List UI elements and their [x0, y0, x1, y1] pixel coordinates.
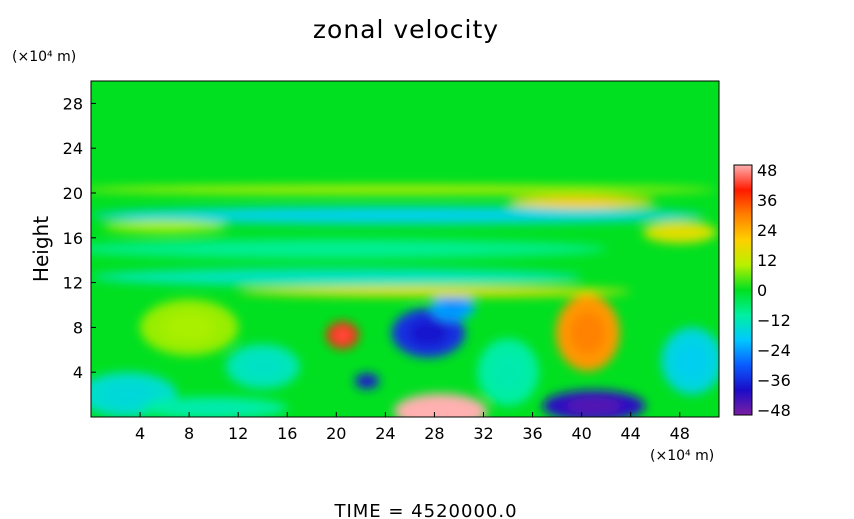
colorbar-tick-label: 48	[757, 161, 777, 180]
y-axis-ticks: 4 8 12 16 20 24 28	[63, 94, 96, 382]
colorbar	[733, 164, 753, 416]
y-tick-label: 20	[63, 184, 83, 203]
x-tick-label: 4	[135, 424, 145, 443]
field-feature-core-1	[360, 376, 374, 386]
field-feature-core-8	[100, 382, 155, 407]
x-tick-label: 44	[621, 424, 641, 443]
x-axis-ticks: 4 8 12 16 20 24 28 32 36 40 44 48	[135, 412, 690, 443]
x-tick-label: 40	[571, 424, 591, 443]
field-features	[91, 185, 719, 417]
field-feature-core-12	[491, 353, 525, 391]
x-tick-label: 16	[277, 424, 297, 443]
field-feature-core-4	[414, 401, 467, 417]
y-tick-label: 16	[63, 229, 83, 248]
field-feature-core-2	[408, 319, 449, 347]
y-tick-label: 4	[73, 363, 83, 382]
colorbar-tick-label: −12	[757, 311, 791, 330]
field-feature-core-10	[675, 342, 709, 380]
x-tick-label: 20	[326, 424, 346, 443]
field-feature-core-3	[440, 299, 465, 315]
x-tick-label: 12	[228, 424, 248, 443]
field-feature-core-16	[541, 198, 623, 206]
time-label: TIME = 4520000.0	[333, 501, 517, 519]
colorbar-tick-label: −24	[757, 341, 791, 360]
x-tick-label: 8	[184, 424, 194, 443]
field-feature-core-19	[659, 226, 700, 239]
field-feature-core-14	[201, 272, 472, 282]
x-tick-label: 32	[473, 424, 493, 443]
x-tick-label: 28	[424, 424, 444, 443]
plot-frame	[90, 80, 720, 418]
field-feature-core-6	[570, 312, 606, 354]
y-tick-label: 28	[63, 94, 83, 113]
colorbar-ticks: 48 36 24 12 0 −12 −24 −36 −48	[757, 161, 791, 420]
colorbar-tick-label: 24	[757, 221, 777, 240]
field-feature-core-13	[228, 210, 567, 221]
colorbar-tick-label: 36	[757, 191, 777, 210]
field-feature-core-11	[242, 354, 283, 379]
colorbar-tick-label: −36	[757, 371, 791, 390]
field-feature-core-15	[187, 243, 485, 255]
field-feature-core-9	[173, 401, 255, 415]
colorbar-tick-label: −48	[757, 401, 791, 420]
chart-title: zonal velocity	[313, 15, 499, 44]
x-tick-label: 36	[522, 424, 542, 443]
field-feature-core-17	[326, 288, 543, 295]
y-axis-unit: (×10⁴ m)	[12, 49, 76, 65]
y-tick-label: 12	[63, 274, 83, 293]
field-feature-core-7	[162, 312, 217, 343]
y-tick-label: 24	[63, 139, 83, 158]
y-axis-label: Height	[29, 216, 53, 282]
x-tick-label: 24	[375, 424, 395, 443]
field-feature-core-18	[222, 187, 574, 193]
x-tick-label: 48	[670, 424, 690, 443]
field-feature-core-5	[565, 397, 623, 415]
field-feature-core-0	[333, 327, 352, 343]
y-tick-label: 8	[73, 318, 83, 337]
x-axis-unit: (×10⁴ m)	[650, 448, 714, 464]
field-feature-core-20	[130, 222, 199, 231]
colorbar-tick-label: 12	[757, 251, 777, 270]
colorbar-tick-label: 0	[757, 281, 767, 300]
plot-field	[91, 81, 719, 417]
